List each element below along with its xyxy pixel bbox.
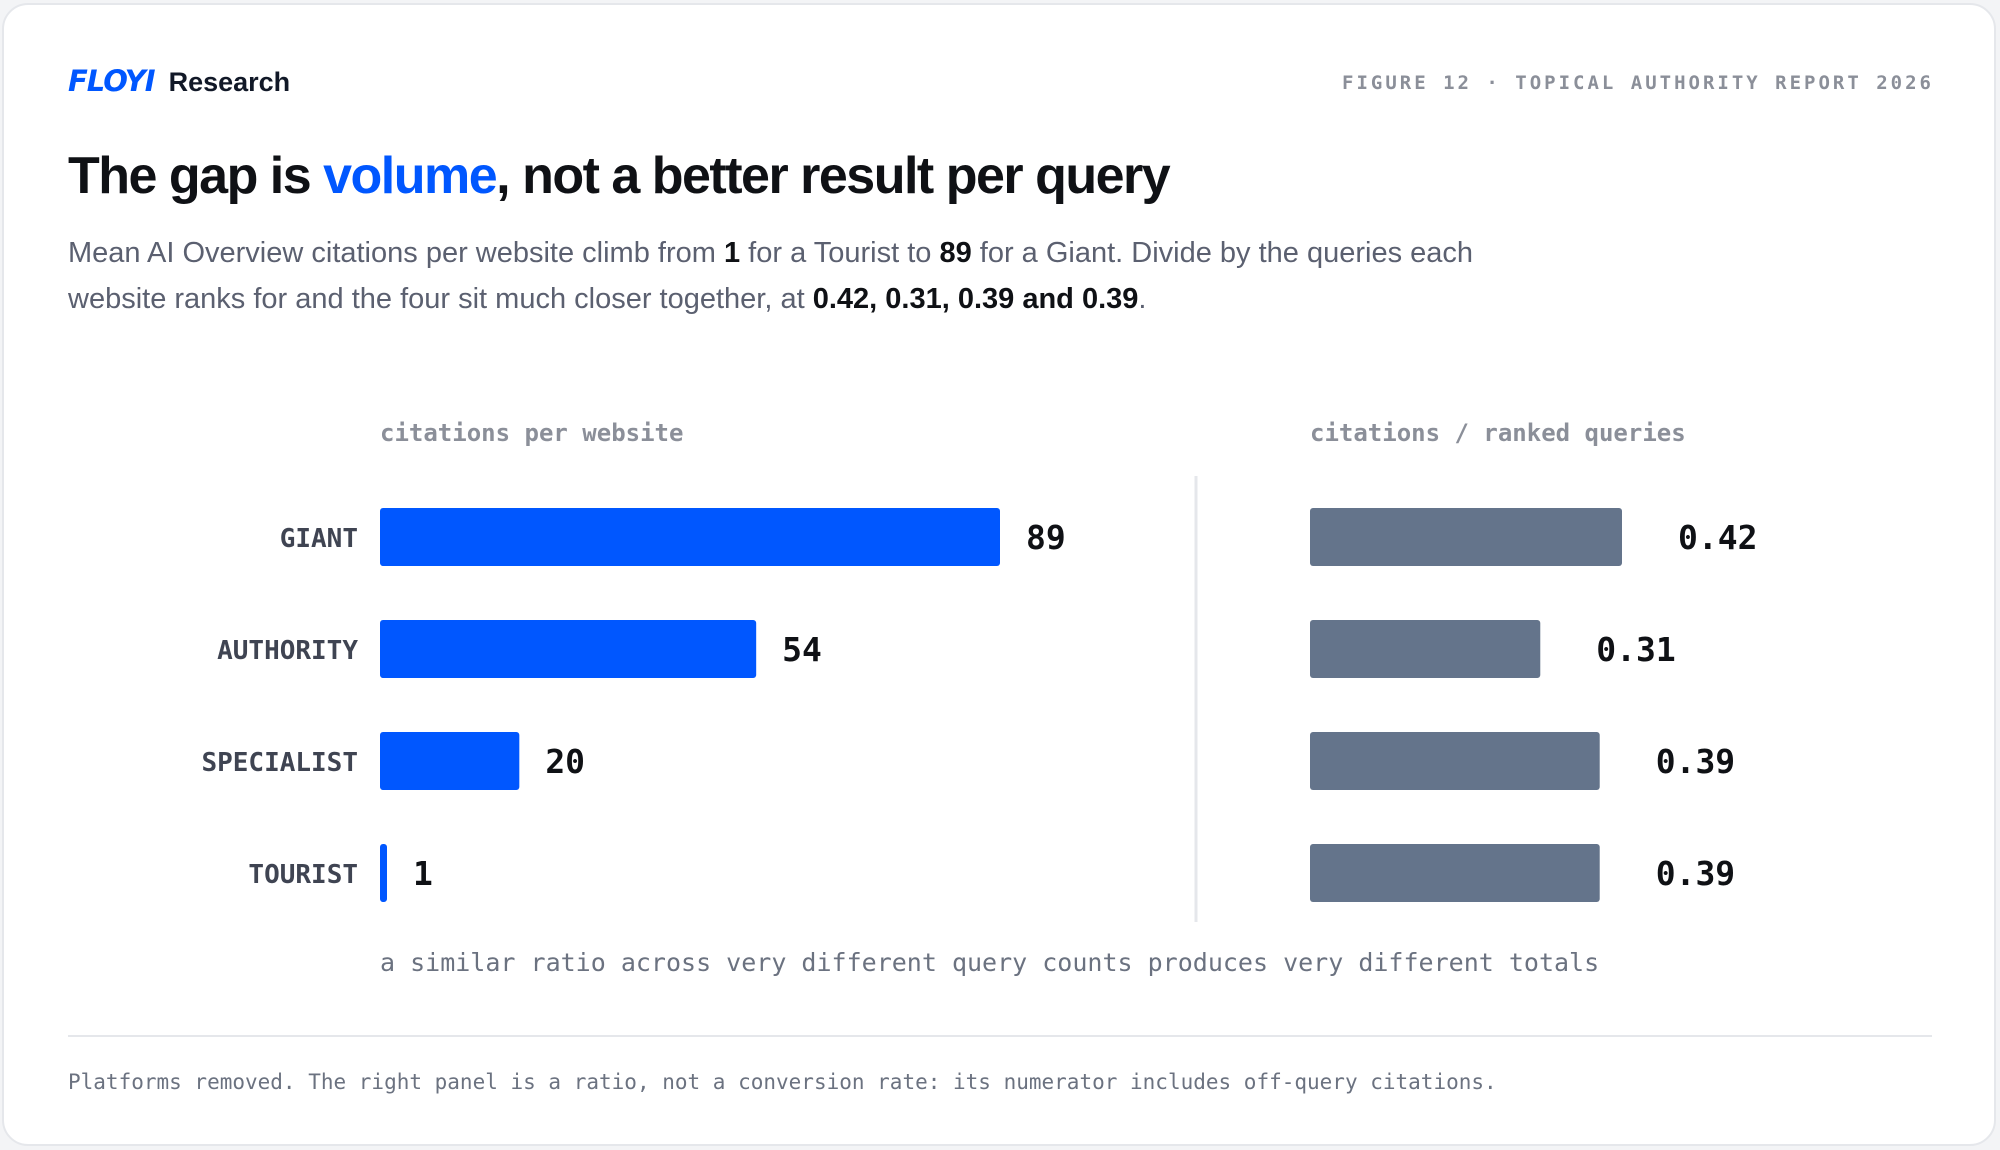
ratio-value-giant: 0.42 xyxy=(1678,518,1757,557)
subtitle-text-3: for a Giant. Divide by the queries each … xyxy=(68,237,1474,315)
citations-value-authority: 54 xyxy=(782,630,822,669)
subtitle-text-1: Mean AI Overview citations per website c… xyxy=(68,237,724,269)
brand-mark: FLOYI xyxy=(68,64,156,98)
citations-value-specialist: 20 xyxy=(545,742,585,781)
ratio-value-authority: 0.31 xyxy=(1596,630,1675,669)
subtitle-text-2: for a Tourist to xyxy=(740,237,940,269)
headline-start: The gap is xyxy=(68,147,324,205)
citations-value-giant: 89 xyxy=(1026,518,1066,557)
ratio-bar-giant xyxy=(1310,508,1622,566)
panel-title-2: citations / ranked queries xyxy=(1310,419,1686,447)
brand-name: Research xyxy=(168,67,291,97)
figure-label: FIGURE 12 · TOPICAL AUTHORITY REPORT 202… xyxy=(1342,72,1934,94)
headline: The gap is volume, not a better result p… xyxy=(68,146,1171,206)
headline-highlight: volume xyxy=(323,147,498,205)
subtitle-text-4: . xyxy=(1138,283,1147,315)
citations-bar-specialist xyxy=(380,732,520,790)
ratio-value-tourist: 0.39 xyxy=(1656,854,1735,893)
category-label-tourist: TOURIST xyxy=(248,860,358,890)
citations-value-tourist: 1 xyxy=(413,854,433,893)
brand-logo: FLOYI Research xyxy=(68,64,290,98)
subtitle-value-tourist: 1 xyxy=(723,237,741,269)
citations-bar-authority xyxy=(380,620,757,678)
panel-title-1: citations per website xyxy=(380,419,683,447)
chart-caption: a similar ratio across very different qu… xyxy=(380,948,1599,977)
category-label-specialist: SPECIALIST xyxy=(201,748,358,778)
ratio-value-specialist: 0.39 xyxy=(1656,742,1735,781)
subtitle-value-giant: 89 xyxy=(939,237,972,269)
category-label-giant: GIANT xyxy=(280,524,358,554)
ratio-bar-authority xyxy=(1310,620,1541,678)
footnote: Platforms removed. The right panel is a … xyxy=(68,1070,1497,1094)
headline-end: , not a better result per query xyxy=(496,147,1171,205)
subtitle: Mean AI Overview citations per website c… xyxy=(68,230,1508,322)
citations-bar-giant xyxy=(380,508,1000,566)
footer-divider xyxy=(68,1035,1932,1037)
citations-bar-tourist xyxy=(380,844,387,902)
subtitle-ratios: 0.42, 0.31, 0.39 and 0.39 xyxy=(812,283,1139,315)
category-label-authority: AUTHORITY xyxy=(217,636,358,666)
ratio-bar-tourist xyxy=(1310,844,1600,902)
ratio-bar-specialist xyxy=(1310,732,1600,790)
figure-card xyxy=(2,3,1996,1146)
